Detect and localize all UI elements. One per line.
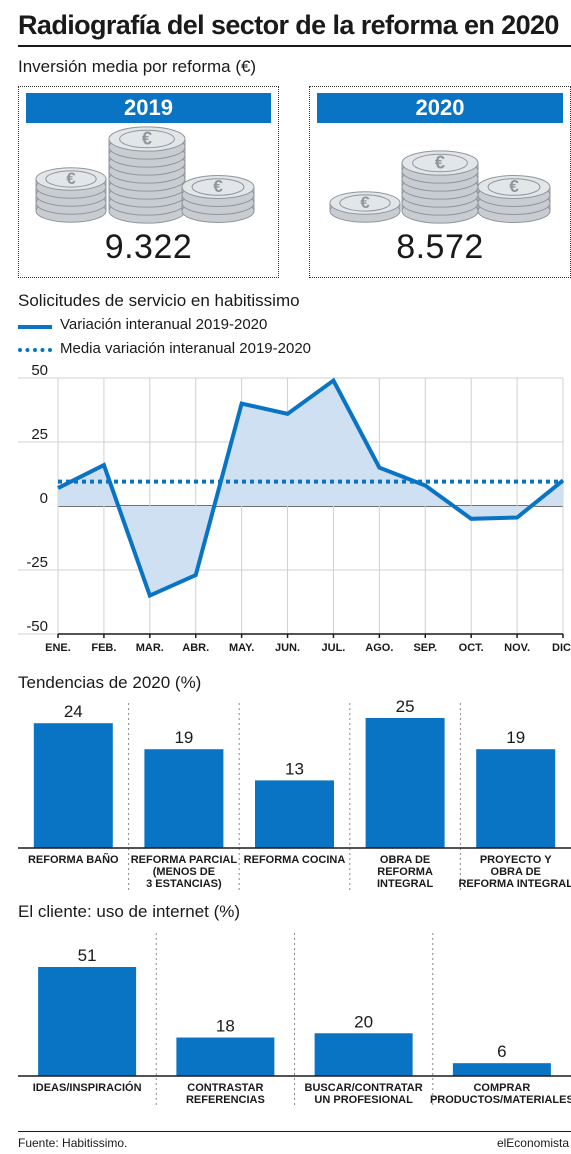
x-tick-label: DIC. [552, 642, 571, 654]
page-title: Radiografía del sector de la reforma en … [18, 10, 559, 40]
footer-divider [18, 1131, 571, 1132]
x-tick-label: OCT. [459, 642, 484, 654]
category-label: (MENOS DE [153, 866, 215, 878]
euro-icon: € [360, 193, 370, 212]
bar [314, 1033, 413, 1076]
bar-value-label: 51 [78, 946, 97, 965]
footer-source: Fuente: Habitissimo. [18, 1136, 128, 1150]
investment-value-2019: 9.322 [104, 228, 193, 266]
area-fill [58, 380, 563, 596]
category-label: IDEAS/INSPIRACIÓN [33, 1081, 142, 1094]
bar [38, 967, 137, 1076]
bar [144, 749, 224, 848]
euro-icon: € [435, 151, 445, 172]
bar-value-label: 25 [396, 697, 415, 716]
x-tick-label: JUN. [275, 642, 300, 654]
bar [176, 1037, 275, 1076]
category-label: 3 ESTANCIAS) [146, 878, 222, 890]
footer-brand: elEconomista [496, 1136, 569, 1150]
bar [365, 718, 445, 848]
category-label: REFORMA COCINA [244, 854, 346, 866]
year-label-2020: 2020 [317, 93, 563, 123]
bar-value-label: 19 [506, 728, 525, 747]
x-tick-label: SEP. [413, 642, 437, 654]
y-tick-label: 50 [31, 362, 48, 379]
bar-value-label: 19 [174, 728, 193, 747]
year-label-2019: 2019 [26, 93, 271, 123]
y-tick-label: 0 [40, 490, 48, 507]
bar-value-label: 13 [285, 759, 304, 778]
bar-value-label: 6 [497, 1042, 506, 1061]
category-label: COMPRAR [473, 1082, 530, 1094]
y-tick-label: 25 [31, 426, 48, 443]
coin-top-ring [412, 153, 468, 173]
category-label: INTEGRAL [377, 878, 434, 890]
coin-stacks-2020-icon: € € € [329, 150, 551, 224]
x-tick-label: MAR. [136, 642, 164, 654]
euro-icon: € [213, 176, 223, 196]
x-tick-label: MAY. [229, 642, 254, 654]
coin-top-ring [45, 170, 97, 188]
bar-value-label: 18 [216, 1017, 235, 1036]
x-tick-label: JUL. [322, 642, 346, 654]
legend-dotted-swatch [18, 348, 52, 352]
category-label: REFORMA BAÑO [28, 853, 119, 866]
category-label: REFORMA [377, 866, 433, 878]
category-label: OBRA DE [491, 866, 541, 878]
legend-line-swatch [18, 325, 52, 329]
title-divider [18, 45, 571, 47]
x-tick-label: ENE. [45, 642, 71, 654]
x-tick-label: NOV. [504, 642, 530, 654]
category-label: REFORMA PARCIAL [131, 854, 238, 866]
bar [476, 749, 556, 848]
category-label: REFERENCIAS [186, 1094, 265, 1106]
coin-top-ring [191, 178, 245, 196]
investment-box-2020: 2020 € € € 8.572 [309, 86, 571, 278]
x-tick-label: FEB. [91, 642, 116, 654]
y-tick-label: -25 [26, 554, 48, 571]
category-label: CONTRASTAR [187, 1082, 263, 1094]
investment-box-2019: 2019 € € € 9.322 [18, 86, 279, 278]
bar-value-label: 20 [354, 1012, 373, 1031]
x-tick-label: AGO. [365, 642, 393, 654]
euro-icon: € [142, 127, 152, 148]
series-line [57, 377, 565, 599]
tendencias-section-title: Tendencias de 2020 (%) [18, 673, 202, 692]
category-label: REFORMA INTEGRAL [458, 878, 571, 890]
coin-top-ring [487, 178, 541, 196]
investment-section-title: Inversión media por reforma (€) [18, 57, 257, 76]
category-label: OBRA DE [380, 854, 430, 866]
coin-stacks-2019-icon: € € € [35, 126, 255, 224]
requests-line-chart: 50 25 0 -25 -50 ENE. FEB. MAR. ABR. MAY. JUN. JUL. A… [18, 362, 571, 654]
x-tick-label: ABR. [182, 642, 209, 654]
category-label: PROYECTO Y [480, 854, 552, 866]
cliente-section-title: El cliente: uso de internet (%) [18, 902, 241, 921]
y-tick-label: -50 [26, 618, 48, 635]
category-label: PRODUCTOS/MATERIALES [430, 1094, 571, 1106]
bar [33, 723, 113, 848]
bar-value-label: 24 [64, 702, 83, 721]
coin-top-ring [119, 129, 175, 149]
requests-section-title: Solicitudes de servicio en habitissimo [18, 291, 300, 310]
bar [255, 780, 334, 848]
legend-line-label: Variación interanual 2019-2020 [60, 316, 268, 333]
category-label: BUSCAR/CONTRATAR [305, 1082, 423, 1094]
bar [452, 1063, 551, 1076]
category-label: UN PROFESIONAL [314, 1094, 413, 1106]
euro-icon: € [66, 169, 76, 188]
legend-dotted-label: Media variación interanual 2019-2020 [60, 340, 312, 357]
coin-top-ring [339, 194, 391, 212]
tendencias-bar-chart: 24 REFORMA BAÑO 19 REFORMA PARCIAL(MENOS DE… [18, 697, 571, 893]
euro-icon: € [509, 176, 519, 196]
investment-value-2020: 8.572 [396, 228, 484, 266]
cliente-bar-chart: 51 IDEAS/INSPIRACIÓN 18 CONTRASTARREFERENCI… [18, 933, 571, 1108]
